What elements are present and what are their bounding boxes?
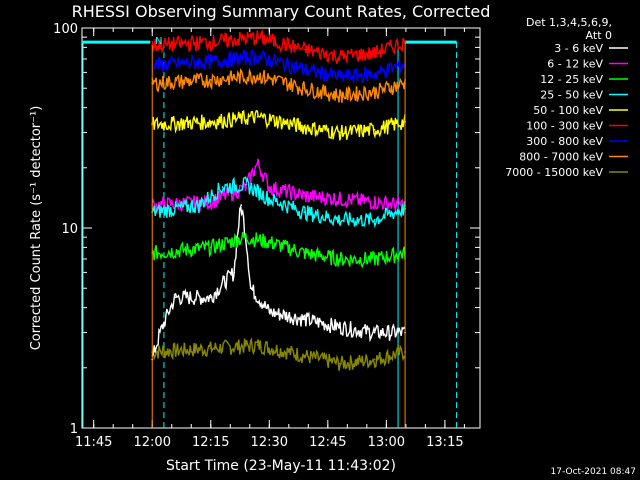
data-point bbox=[373, 52, 376, 54]
data-point bbox=[256, 115, 259, 118]
x-tick-label: 13:00 bbox=[368, 435, 405, 450]
x-tick-label: 12:15 bbox=[192, 435, 229, 450]
data-point bbox=[256, 36, 259, 39]
axis-ticks: 11:45 12:00 12:15 12:30 12:45 13:00 13:15 1 10 10… bbox=[53, 22, 480, 450]
x-tick-label: 11:45 bbox=[75, 435, 112, 450]
plot-frame bbox=[81, 27, 481, 429]
x-tick-label: 12:00 bbox=[134, 435, 171, 450]
data-point bbox=[303, 194, 306, 197]
data-point bbox=[174, 296, 177, 299]
data-point bbox=[303, 48, 306, 51]
legend-label: 50 - 100 keV bbox=[533, 104, 603, 117]
data-point bbox=[303, 68, 306, 71]
data-point bbox=[245, 236, 247, 239]
data-point bbox=[338, 197, 341, 200]
series-25_50keV bbox=[151, 176, 406, 229]
series-line bbox=[151, 29, 406, 65]
data-point bbox=[338, 131, 341, 134]
data-point bbox=[209, 41, 212, 43]
x-tick-label: 12:30 bbox=[251, 435, 288, 450]
data-point bbox=[249, 287, 252, 290]
legend-label: 12 - 25 keV bbox=[540, 73, 603, 86]
legend-label: 25 - 50 keV bbox=[540, 89, 603, 102]
timestamp: 17-Oct-2021 08:47 bbox=[551, 467, 636, 477]
data-point bbox=[209, 347, 212, 350]
y-tick-label: 10 bbox=[61, 222, 78, 237]
data-point bbox=[245, 183, 247, 186]
x-tick-label: 12:45 bbox=[309, 435, 346, 450]
data-point bbox=[240, 204, 243, 207]
data-point bbox=[256, 162, 259, 165]
series-line bbox=[151, 204, 406, 357]
series-line bbox=[151, 109, 406, 141]
legend-header-line: Det 1,3,4,5,6,9, bbox=[526, 16, 612, 29]
x-axis-label: Start Time (23-May-11 11:43:02) bbox=[166, 458, 396, 474]
series-line bbox=[151, 176, 406, 229]
data-point bbox=[338, 326, 341, 328]
data-point bbox=[303, 87, 306, 90]
data-point bbox=[338, 218, 341, 221]
data-point bbox=[209, 296, 212, 299]
legend-label: 100 - 300 keV bbox=[526, 120, 603, 133]
legend-label: 6 - 12 keV bbox=[547, 58, 603, 71]
data-point bbox=[373, 218, 376, 221]
legend-label: 800 - 7000 keV bbox=[519, 151, 603, 164]
data-point bbox=[256, 344, 259, 346]
data-point bbox=[373, 72, 376, 75]
series-3_6keV bbox=[151, 204, 406, 361]
data-point bbox=[338, 258, 341, 260]
data-point bbox=[221, 186, 224, 189]
data-point bbox=[338, 55, 341, 58]
data-point bbox=[373, 90, 376, 93]
data-point bbox=[373, 331, 376, 334]
x-tick-label: 13:15 bbox=[426, 435, 463, 450]
data-point bbox=[198, 204, 201, 207]
data-point bbox=[209, 120, 212, 123]
data-point bbox=[268, 186, 271, 189]
y-axis-label: Corrected Count Rate (s⁻¹ detector⁻¹) bbox=[29, 106, 44, 351]
legend-header-line: Att 0 bbox=[586, 29, 612, 42]
data-point bbox=[373, 358, 376, 361]
data-point bbox=[268, 241, 271, 244]
data-point bbox=[245, 186, 247, 189]
series-line bbox=[151, 68, 406, 103]
data-point bbox=[303, 126, 306, 128]
data-point bbox=[303, 318, 306, 321]
data-point bbox=[303, 354, 306, 357]
series-50_100keV bbox=[151, 109, 406, 141]
data-point bbox=[209, 246, 212, 249]
data-point bbox=[268, 311, 271, 313]
legend: Det 1,3,4,5,6,9,Att 03 - 6 keV 6 - 12 keV… bbox=[505, 16, 628, 179]
y-tick-label: 100 bbox=[53, 22, 78, 37]
data-point bbox=[373, 201, 376, 203]
series-line bbox=[151, 49, 406, 83]
data-point bbox=[373, 128, 376, 131]
data-point bbox=[209, 60, 212, 63]
series-12_25keV bbox=[151, 231, 406, 269]
legend-label: 3 - 6 keV bbox=[554, 42, 603, 55]
series-line bbox=[151, 158, 406, 214]
series-layer bbox=[82, 29, 458, 428]
legend-label: 300 - 800 keV bbox=[526, 135, 603, 148]
series-line bbox=[151, 337, 406, 371]
data-point bbox=[303, 252, 306, 254]
data-point bbox=[209, 79, 212, 81]
series-line bbox=[151, 231, 406, 269]
data-point bbox=[303, 211, 306, 214]
series-7000_15000keV bbox=[151, 337, 406, 371]
data-point bbox=[338, 94, 341, 97]
data-point bbox=[268, 197, 271, 200]
data-point bbox=[338, 362, 341, 365]
data-point bbox=[233, 271, 236, 274]
data-point bbox=[373, 258, 376, 260]
chart-title: RHESSI Observing Summary Count Rates, Co… bbox=[72, 2, 491, 21]
y-tick-label: 1 bbox=[70, 422, 78, 437]
data-point bbox=[338, 75, 341, 78]
data-point bbox=[256, 74, 259, 77]
data-point bbox=[256, 55, 259, 58]
annotation-n: N bbox=[155, 36, 162, 47]
legend-label: 7000 - 15000 keV bbox=[505, 166, 603, 179]
